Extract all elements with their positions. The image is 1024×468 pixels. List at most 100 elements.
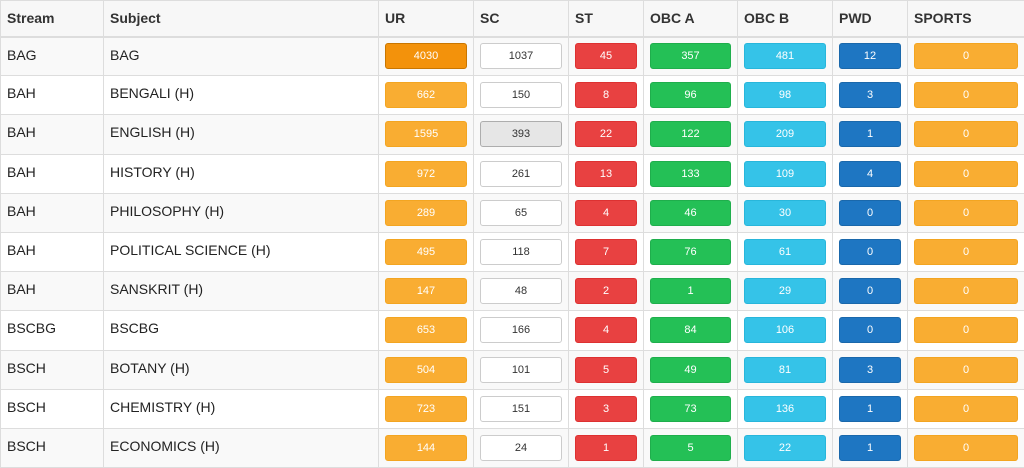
stream-cell: BAH: [0, 231, 104, 273]
obc-a-count-button[interactable]: 96: [650, 82, 731, 109]
obcb-cell: 481: [737, 35, 833, 77]
st-count-button[interactable]: 4: [575, 199, 637, 226]
obc-b-count-button[interactable]: 481: [744, 43, 826, 70]
st-cell: 4: [568, 310, 644, 351]
ur-cell: 1595: [378, 114, 474, 155]
header-obc-a: OBC A: [643, 0, 738, 38]
sc-count-button[interactable]: 166: [480, 317, 562, 344]
header-obc-b: OBC B: [737, 0, 833, 38]
obc-a-count-button[interactable]: 122: [650, 121, 731, 148]
st-cell: 2: [568, 271, 644, 312]
pwd-count-button[interactable]: 3: [839, 356, 901, 383]
obc-b-count-button[interactable]: 109: [744, 160, 826, 187]
st-count-button[interactable]: 22: [575, 121, 637, 148]
ur-count-button[interactable]: 4030: [385, 43, 467, 70]
sports-count-button[interactable]: 0: [914, 356, 1018, 383]
ur-count-button[interactable]: 723: [385, 395, 467, 422]
pwd-count-button[interactable]: 0: [839, 239, 901, 266]
st-cell: 45: [568, 35, 644, 77]
pwd-count-button[interactable]: 1: [839, 395, 901, 422]
sc-count-button[interactable]: 48: [480, 278, 562, 305]
obc-b-count-button[interactable]: 22: [744, 434, 826, 461]
ur-count-button[interactable]: 289: [385, 199, 467, 226]
obc-a-count-button[interactable]: 357: [650, 43, 731, 70]
obc-a-count-button[interactable]: 46: [650, 199, 731, 226]
pwd-cell: 1: [832, 427, 908, 468]
obc-b-count-button[interactable]: 29: [744, 278, 826, 305]
st-count-button[interactable]: 45: [575, 43, 637, 70]
sc-count-button[interactable]: 24: [480, 434, 562, 461]
obc-b-count-button[interactable]: 30: [744, 199, 826, 226]
pwd-count-button[interactable]: 1: [839, 121, 901, 148]
st-count-button[interactable]: 7: [575, 239, 637, 266]
obc-b-count-button[interactable]: 61: [744, 239, 826, 266]
st-count-button[interactable]: 5: [575, 356, 637, 383]
st-count-button[interactable]: 13: [575, 160, 637, 187]
ur-count-button[interactable]: 972: [385, 160, 467, 187]
pwd-count-button[interactable]: 0: [839, 199, 901, 226]
pwd-count-button[interactable]: 0: [839, 278, 901, 305]
st-count-button[interactable]: 1: [575, 434, 637, 461]
st-count-button[interactable]: 4: [575, 317, 637, 344]
obc-b-count-button[interactable]: 136: [744, 395, 826, 422]
ur-count-button[interactable]: 144: [385, 434, 467, 461]
obc-b-count-button[interactable]: 106: [744, 317, 826, 344]
obcb-cell: 22: [737, 427, 833, 468]
obc-b-count-button[interactable]: 81: [744, 356, 826, 383]
ur-cell: 289: [378, 192, 474, 233]
obca-cell: 49: [643, 349, 738, 390]
sc-cell: 261: [473, 153, 569, 194]
sc-count-button[interactable]: 150: [480, 82, 562, 109]
obcb-cell: 81: [737, 349, 833, 390]
obc-b-count-button[interactable]: 209: [744, 121, 826, 148]
sc-cell: 101: [473, 349, 569, 390]
pwd-count-button[interactable]: 4: [839, 160, 901, 187]
pwd-cell: 0: [832, 231, 908, 273]
ur-count-button[interactable]: 653: [385, 317, 467, 344]
sports-count-button[interactable]: 0: [914, 43, 1018, 70]
obc-a-count-button[interactable]: 1: [650, 278, 731, 305]
ur-count-button[interactable]: 147: [385, 278, 467, 305]
pwd-count-button[interactable]: 3: [839, 82, 901, 109]
obc-a-count-button[interactable]: 5: [650, 434, 731, 461]
sc-count-button[interactable]: 393: [480, 121, 562, 148]
sports-count-button[interactable]: 0: [914, 278, 1018, 305]
sports-count-button[interactable]: 0: [914, 82, 1018, 109]
sc-count-button[interactable]: 118: [480, 239, 562, 266]
obcb-cell: 136: [737, 388, 833, 429]
sc-count-button[interactable]: 101: [480, 356, 562, 383]
subject-cell: BSCBG: [103, 310, 379, 351]
obc-b-count-button[interactable]: 98: [744, 82, 826, 109]
obc-a-count-button[interactable]: 73: [650, 395, 731, 422]
sc-count-button[interactable]: 151: [480, 395, 562, 422]
st-cell: 22: [568, 114, 644, 155]
st-count-button[interactable]: 2: [575, 278, 637, 305]
obc-a-count-button[interactable]: 49: [650, 356, 731, 383]
sports-count-button[interactable]: 0: [914, 434, 1018, 461]
pwd-count-button[interactable]: 12: [839, 43, 901, 70]
sc-count-button[interactable]: 261: [480, 160, 562, 187]
obc-a-count-button[interactable]: 133: [650, 160, 731, 187]
pwd-count-button[interactable]: 1: [839, 434, 901, 461]
st-cell: 5: [568, 349, 644, 390]
obc-a-count-button[interactable]: 76: [650, 239, 731, 266]
sports-count-button[interactable]: 0: [914, 239, 1018, 266]
ur-count-button[interactable]: 662: [385, 82, 467, 109]
ur-count-button[interactable]: 1595: [385, 121, 467, 148]
sc-count-button[interactable]: 65: [480, 199, 562, 226]
sports-count-button[interactable]: 0: [914, 199, 1018, 226]
pwd-cell: 3: [832, 75, 908, 116]
pwd-cell: 0: [832, 310, 908, 351]
header-sc: SC: [473, 0, 569, 38]
st-count-button[interactable]: 8: [575, 82, 637, 109]
ur-count-button[interactable]: 504: [385, 356, 467, 383]
obc-a-count-button[interactable]: 84: [650, 317, 731, 344]
sc-count-button[interactable]: 1037: [480, 43, 562, 70]
ur-count-button[interactable]: 495: [385, 239, 467, 266]
pwd-count-button[interactable]: 0: [839, 317, 901, 344]
sports-count-button[interactable]: 0: [914, 395, 1018, 422]
sports-count-button[interactable]: 0: [914, 121, 1018, 148]
st-count-button[interactable]: 3: [575, 395, 637, 422]
sports-count-button[interactable]: 0: [914, 160, 1018, 187]
sports-count-button[interactable]: 0: [914, 317, 1018, 344]
